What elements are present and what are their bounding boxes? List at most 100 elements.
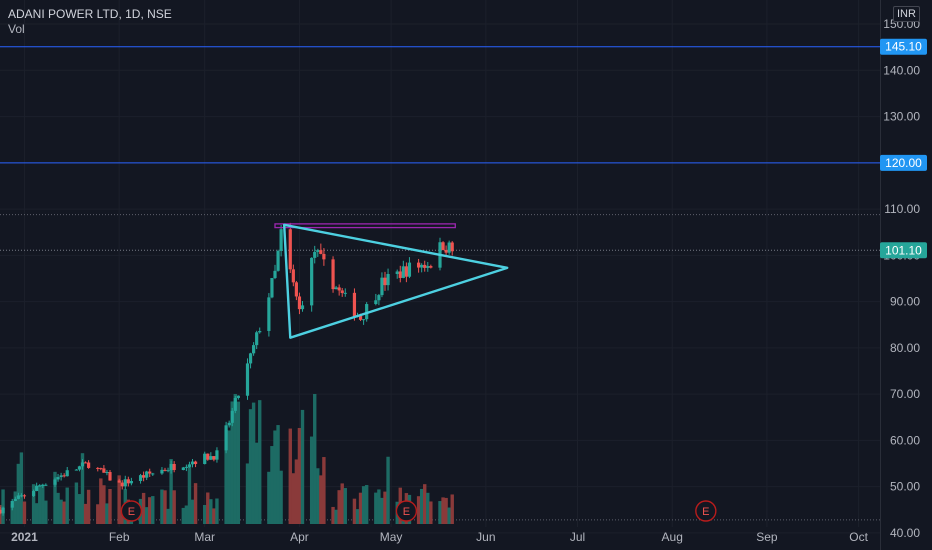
candle-body: [441, 242, 445, 250]
volume-bar: [86, 489, 91, 524]
volume-bar: [322, 457, 326, 524]
volume-bar: [212, 508, 216, 524]
time-axis[interactable]: 2021 Feb Mar Apr May Jun Jul Aug Sep Oct: [11, 530, 869, 544]
time-tick-label: 2021: [11, 530, 38, 544]
volume-bar: [380, 497, 384, 524]
volume-bar: [102, 485, 106, 524]
price-tick-label: 50.00: [890, 480, 920, 494]
volume-bar: [83, 503, 88, 524]
candle-body: [245, 363, 250, 396]
volume-bar: [120, 509, 124, 524]
candle-body: [74, 469, 78, 471]
candle-body: [300, 305, 305, 310]
volume-bar: [0, 504, 2, 524]
volume-bar: [270, 446, 274, 524]
volume-bar: [53, 471, 57, 524]
candle-body: [233, 397, 237, 411]
volume-bar: [374, 492, 378, 524]
volume-bar: [31, 484, 36, 524]
volume-bar: [337, 490, 341, 524]
candle-body: [129, 480, 133, 484]
candle-body: [212, 456, 216, 460]
time-tick-label: Aug: [662, 530, 683, 544]
candle-body: [224, 425, 228, 451]
volume-bar: [193, 483, 198, 524]
price-tick-label: 90.00: [890, 295, 920, 309]
candlesticks: [0, 222, 454, 516]
candle-body: [96, 467, 100, 469]
candle-body: [362, 319, 366, 321]
volume-bar: [190, 499, 195, 524]
volume-bar: [44, 500, 48, 524]
volume-bar: [248, 409, 253, 524]
volume-bar: [59, 499, 63, 524]
time-tick-label: Apr: [290, 530, 309, 544]
volume-bar: [294, 459, 299, 524]
candle-body: [365, 304, 369, 320]
time-tick-label: Mar: [194, 530, 215, 544]
volume-bar: [447, 507, 451, 524]
time-tick-label: May: [380, 530, 403, 544]
volume-bar: [316, 468, 320, 524]
volume-bar: [438, 501, 442, 524]
volume-bar: [19, 452, 24, 524]
volume-bar: [230, 401, 234, 524]
volume-label[interactable]: Vol: [8, 22, 25, 36]
volume-bar: [383, 491, 387, 524]
candle-body: [255, 332, 259, 346]
volume-bar: [203, 504, 207, 524]
volume-bar: [254, 442, 259, 524]
volume-bar: [331, 506, 335, 524]
volume-bar: [358, 492, 363, 524]
candle-body: [426, 266, 430, 268]
volume-bar: [181, 507, 186, 524]
candle-body: [310, 257, 314, 306]
volume-bar: [160, 489, 164, 524]
currency-label[interactable]: INR: [893, 6, 920, 22]
candle-body: [337, 287, 341, 291]
drawings[interactable]: [274, 223, 509, 339]
candle-body: [41, 484, 45, 486]
candle-body: [343, 292, 347, 294]
price-tick-label: 140.00: [883, 63, 920, 77]
volume-bar: [77, 494, 82, 524]
price-tick-label: 60.00: [890, 433, 920, 447]
horizontal-line-badge-label: 145.10: [885, 40, 922, 54]
candle-body: [77, 466, 82, 470]
volume-bar: [224, 430, 228, 524]
candle-body: [169, 464, 173, 471]
candle-body: [313, 251, 317, 258]
volume-bar: [429, 501, 433, 524]
candle-body: [56, 477, 60, 480]
volume-bar: [34, 503, 39, 524]
candle-body: [248, 353, 253, 364]
candle-body: [151, 473, 155, 475]
horizontal-line-badge: [880, 154, 927, 171]
candle-body: [407, 262, 412, 277]
symbol-title[interactable]: ADANI POWER LTD, 1D, NSE: [8, 7, 172, 21]
volume-bar: [364, 485, 369, 524]
candle-body: [145, 471, 149, 478]
candle-body: [215, 450, 219, 460]
candle-body: [16, 495, 20, 499]
horizontal-lines[interactable]: [0, 46, 880, 164]
last-price-badge-label: 101.10: [885, 243, 922, 257]
candle-body: [423, 264, 427, 268]
volume-bar: [444, 497, 448, 524]
time-tick-label: Jun: [476, 530, 495, 544]
candle-body: [227, 422, 231, 426]
candle-body: [279, 229, 283, 251]
candle-body: [166, 470, 170, 472]
volume-bar: [80, 453, 85, 524]
volume-bar: [166, 508, 170, 524]
volume-bar: [13, 491, 17, 524]
volume-bar: [144, 507, 149, 524]
time-tick-label: Feb: [109, 530, 130, 544]
symmetrical-triangle: [282, 223, 509, 339]
candle-body: [267, 297, 271, 331]
candle-body: [294, 282, 298, 297]
price-axis[interactable]: 40.0050.0060.0070.0080.0090.00100.00110.…: [883, 17, 920, 540]
candle-body: [395, 271, 399, 275]
